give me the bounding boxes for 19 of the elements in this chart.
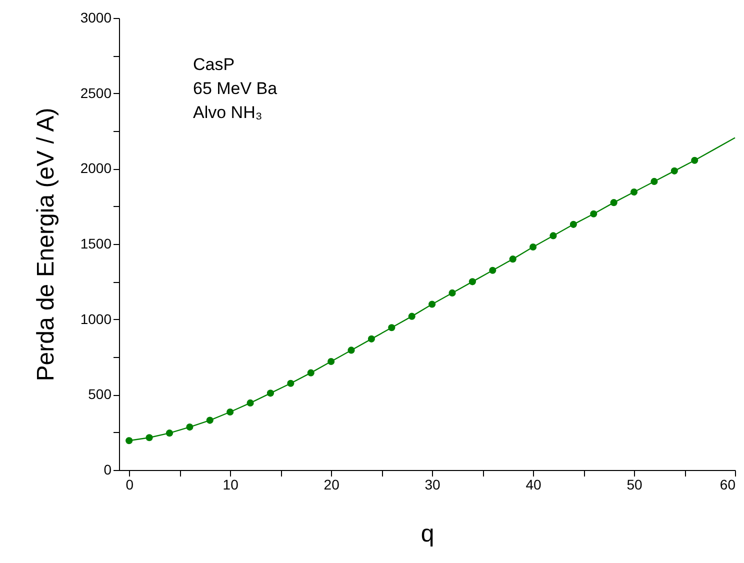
x-tick-label: 20: [324, 476, 340, 492]
y-tick-label: 500: [88, 386, 112, 402]
x-tick-label: 50: [626, 476, 643, 492]
annotation: 65 MeV Ba: [193, 79, 278, 98]
y-tick-label: 2500: [80, 84, 112, 101]
y-tick-label: 0: [104, 462, 112, 478]
x-tick-label: 30: [424, 476, 441, 492]
x-tick-label: 10: [222, 476, 239, 492]
y-tick-label: 3000: [80, 10, 112, 26]
x-tick-label: 0: [126, 476, 134, 492]
y-axis-title: Perda de Energia (eV / A): [32, 108, 60, 382]
annotation: Alvo NH₃: [193, 103, 262, 122]
y-tick-label: 2000: [80, 160, 112, 176]
x-axis-title: q: [420, 520, 434, 548]
y-tick-label: 1500: [80, 236, 112, 252]
annotation: CasP: [193, 55, 235, 74]
x-tick-label: 40: [526, 476, 542, 492]
x-tick-label: 60: [720, 476, 736, 492]
y-tick-label: 1000: [80, 310, 112, 327]
